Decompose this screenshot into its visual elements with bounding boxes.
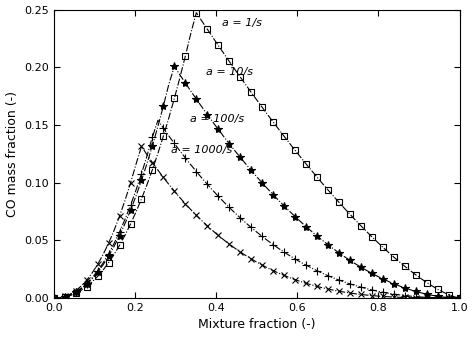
Y-axis label: CO mass fraction (-): CO mass fraction (-) (6, 91, 18, 217)
Text: a = 1/s: a = 1/s (222, 19, 262, 28)
Text: a = 10/s: a = 10/s (206, 67, 253, 77)
Text: a = 100/s: a = 100/s (190, 114, 244, 124)
Text: a = 1000/s: a = 1000/s (172, 145, 233, 155)
X-axis label: Mixture fraction (-): Mixture fraction (-) (198, 318, 315, 332)
